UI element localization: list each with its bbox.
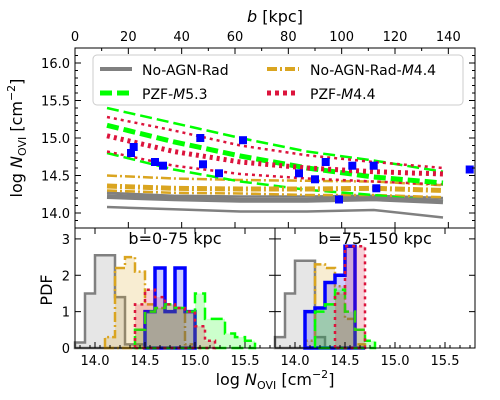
bottom-left-y-axis-ticks: 0 1 2 3 [62, 233, 275, 357]
bottom-right-hist-no-agn-rad [273, 259, 327, 350]
bottom-left-y-tick-label-1: 1 [62, 306, 70, 321]
line-median-pzf-m5-3 [106, 122, 444, 186]
top-y-tick-label-16: 16.0 [41, 57, 70, 72]
observation-point-8 [239, 136, 247, 145]
top-y-tick-label-15: 15.0 [41, 132, 70, 147]
top-x-tick-label-120: 120 [383, 30, 408, 45]
observation-point-11 [321, 158, 330, 166]
line-median-pzf-m4-4 [106, 133, 444, 177]
top-x-tick-label-60: 60 [227, 30, 244, 45]
top-x-tick-label-140: 140 [436, 30, 461, 45]
legend-frame [92, 54, 464, 106]
bottom-right-hist-pzf-m5-3 [313, 288, 377, 350]
bottom-left-histograms [73, 254, 257, 350]
top-panel: 0 20 40 60 80 100 120 140 14.014.515.015.516.0 … [5, 7, 476, 229]
observation-point-9 [295, 169, 303, 178]
bottom-left-hist-pzf-m4-4 [133, 288, 217, 350]
bottom-left-x-tick-label-14: 14.0 [81, 354, 110, 369]
observation-point-5 [196, 134, 205, 142]
bottom-right-hist-no-agn-rad-m4-4 [303, 263, 367, 350]
top-y-tick-label-15.5: 15.5 [41, 95, 70, 110]
legend-label-pzf-m44: PZF-M4.4 [310, 87, 376, 103]
legend-label-no-agn-rad-m44: No-AGN-Rad-M4.4 [310, 63, 436, 79]
bottom-x-axis-title: log NOVI [cm−2] [216, 368, 335, 392]
legend-label-no-agn-rad: No-AGN-Rad [142, 63, 229, 79]
legend-label-pzf-m53: PZF-M5.3 [142, 87, 208, 103]
legend: No-AGN-Rad PZF-M5.3 No-AGN-Rad-M4.4 PZF-… [92, 54, 464, 106]
bottom-right-histograms [273, 244, 377, 350]
bottom-y-axis-title: PDF [37, 274, 56, 305]
observation-point-12 [335, 195, 343, 204]
top-x-axis-title: b [kpc] [247, 7, 303, 26]
top-x-tick-label-40: 40 [173, 30, 190, 45]
top-points [127, 134, 474, 204]
observation-point-16 [465, 165, 474, 174]
bottom-right-hist-pzf-m4-4 [333, 244, 367, 350]
bottom-right-x-axis-ticks: 14.0 14.5 15.0 15.5 [279, 228, 471, 369]
top-x-tick-label-100: 100 [329, 30, 354, 45]
bottom-left-hist-no-agn-rad [73, 254, 147, 350]
top-y-axis-title: log NOVI [cm−2] [5, 79, 29, 198]
top-lines [106, 122, 444, 205]
observation-point-15 [372, 184, 381, 193]
observation-point-1 [127, 149, 135, 157]
top-x-axis-ticks: 0 20 40 60 80 100 120 140 [71, 30, 476, 228]
observation-point-7 [215, 169, 223, 178]
top-x-tick-label-20: 20 [120, 30, 137, 45]
bottom-right-x-tick-label-14: 14.0 [281, 354, 310, 369]
observation-point-3 [151, 158, 159, 166]
line-p16-no-agn-rad [106, 205, 444, 219]
bottom-left-y-tick-label-0: 0 [62, 342, 70, 357]
bottom-left-y-tick-label-3: 3 [62, 233, 70, 248]
top-x-tick-label-80: 80 [280, 30, 297, 45]
top-y-axis-ticks: 14.0 14.5 15.0 15.5 16.0 [41, 55, 475, 222]
observation-point-14 [369, 161, 378, 170]
bottom-left-panel-title: b=0-75 kpc [128, 229, 221, 248]
line-median-no-agn-rad-m4-4 [106, 183, 444, 193]
bottom-right-x-tick-label-14.5: 14.5 [331, 354, 360, 369]
bottom-left-x-axis-ticks: 14.0 14.5 15.0 15.5 [79, 228, 271, 369]
observation-point-4 [159, 161, 167, 170]
top-x-tick-label-0: 0 [71, 30, 79, 45]
bottom-right-panel-title: b=75-150 kpc [318, 229, 432, 248]
bottom-left-x-tick-label-15: 15.0 [181, 354, 210, 369]
bottom-left-y-tick-label-2: 2 [62, 269, 70, 284]
observation-point-13 [348, 161, 357, 170]
bottom-right-x-tick-label-15.5: 15.5 [431, 354, 460, 369]
bottom-right-x-tick-label-15: 15.0 [381, 354, 410, 369]
observation-point-2 [129, 143, 138, 151]
observation-point-6 [199, 160, 207, 169]
observation-point-10 [311, 175, 319, 184]
bottom-left-x-tick-label-15.5: 15.5 [231, 354, 260, 369]
bottom-left-x-tick-label-14.5: 14.5 [131, 354, 160, 369]
bottom-right-plot-frame [274, 227, 476, 349]
line-p84-pzf-m4-4 [106, 115, 444, 170]
bottom-right-y-axis-ticks [275, 238, 475, 349]
top-y-tick-label-14.5: 14.5 [41, 170, 70, 185]
bottom-left-panel: 14.0 14.5 15.0 15.5 0 1 2 3 b=0-75 kpc PDF [37, 227, 276, 369]
top-y-tick-label-14: 14.0 [41, 207, 70, 222]
line-median-no-agn-rad [106, 194, 444, 205]
bottom-right-panel: 14.0 14.5 15.0 15.5 b=75-150 kpc [273, 227, 476, 369]
